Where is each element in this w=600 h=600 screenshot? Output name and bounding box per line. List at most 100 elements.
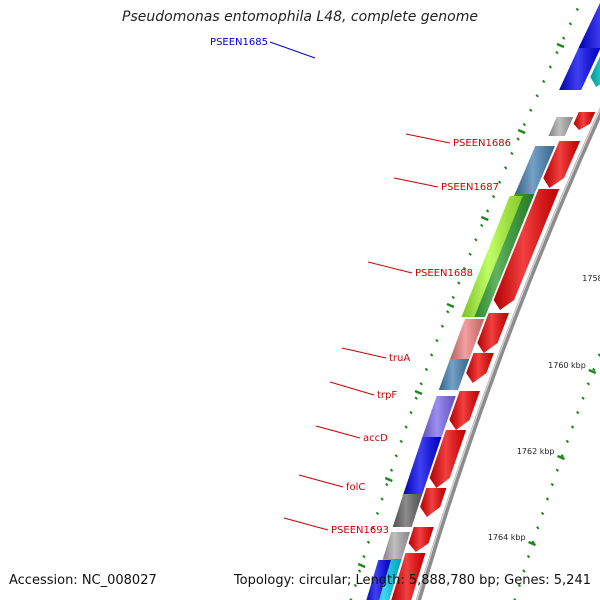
gene-block-shading xyxy=(590,56,600,87)
minor-tick xyxy=(375,511,380,516)
major-tick xyxy=(517,128,526,135)
minor-tick xyxy=(545,497,550,501)
minor-tick xyxy=(510,151,514,156)
minor-tick xyxy=(424,367,429,372)
gene-label-accd: accD xyxy=(363,433,388,444)
gene-label-pseen1688: PSEEN1688 xyxy=(415,268,473,279)
minor-tick xyxy=(516,137,520,141)
gene-label-pseen1686: PSEEN1686 xyxy=(453,138,511,149)
minor-tick xyxy=(446,310,450,314)
minor-tick xyxy=(409,410,413,415)
gene-track xyxy=(366,2,600,600)
minor-tick xyxy=(497,180,502,184)
minor-tick xyxy=(535,94,539,98)
leader-line xyxy=(298,474,344,488)
minor-tick xyxy=(560,454,564,458)
minor-tick xyxy=(540,511,545,516)
gene-label-trpf: trpF xyxy=(377,390,397,401)
minor-tick xyxy=(529,108,533,112)
minor-tick xyxy=(371,526,375,530)
minor-tick xyxy=(435,338,439,343)
minor-tick xyxy=(568,22,573,26)
minor-tick xyxy=(385,482,389,487)
leader-line xyxy=(315,425,361,439)
gene-block-shading xyxy=(429,430,467,488)
gene-block-shading xyxy=(381,532,411,562)
minor-tick xyxy=(555,468,559,472)
major-tick xyxy=(357,562,366,569)
minor-tick xyxy=(451,295,455,300)
leader-line xyxy=(283,517,329,531)
minor-tick xyxy=(353,583,358,588)
minor-tick xyxy=(362,554,366,559)
gene-block-shading xyxy=(543,141,581,188)
minor-tick xyxy=(575,7,580,12)
minor-tick xyxy=(526,554,531,559)
minor-tick xyxy=(491,194,496,199)
leader-line xyxy=(393,177,439,188)
minor-tick xyxy=(394,454,399,458)
gene-label-trua: truA xyxy=(389,353,410,364)
page-title: Pseudomonas entomophila L48, complete ge… xyxy=(122,9,478,25)
minor-tick xyxy=(380,497,384,501)
minor-tick xyxy=(550,482,555,487)
gene-label-pseen1687: PSEEN1687 xyxy=(441,182,499,193)
gene-block-shading xyxy=(449,391,480,430)
leader-line xyxy=(329,381,375,396)
minor-tick xyxy=(581,396,585,400)
gene-block-shading xyxy=(391,553,426,600)
gene-block-shading xyxy=(578,2,600,48)
accession-text: Accession: NC_008027 xyxy=(9,573,157,588)
ruler-label: 1764 kbp xyxy=(488,533,526,542)
minor-tick xyxy=(457,281,461,285)
minor-tick xyxy=(565,439,570,444)
genome-backbone-line xyxy=(415,107,600,600)
gene-block-shading xyxy=(477,313,510,353)
minor-tick xyxy=(480,223,484,228)
minor-tick xyxy=(570,425,575,429)
minor-tick xyxy=(522,122,527,127)
minor-tick xyxy=(548,65,553,69)
minor-tick xyxy=(503,166,508,170)
gene-block-shading xyxy=(366,560,391,600)
minor-tick xyxy=(586,382,591,386)
gene-block-shading xyxy=(449,319,485,360)
minor-tick xyxy=(561,36,566,40)
minor-tick xyxy=(404,425,408,429)
gene-block-shading xyxy=(559,48,600,90)
leader-line xyxy=(405,133,451,144)
minor-tick xyxy=(357,569,362,573)
gene-block-shading xyxy=(466,353,494,383)
minor-tick xyxy=(462,266,467,271)
gene-label-folc: folC xyxy=(346,482,365,493)
major-tick xyxy=(446,302,455,309)
ruler-label: 1762 kbp xyxy=(517,447,555,456)
gene-block-shading xyxy=(548,117,574,136)
gene-block-shading xyxy=(438,359,470,390)
minor-tick xyxy=(531,540,535,544)
major-tick xyxy=(557,454,565,461)
minor-tick xyxy=(517,583,522,588)
gene-block-shading xyxy=(461,196,523,317)
minor-tick xyxy=(474,238,478,242)
genome-backbone-highlight xyxy=(416,108,600,600)
gene-block-shading xyxy=(493,189,560,310)
minor-tick xyxy=(555,50,559,55)
genome-backbone xyxy=(415,107,600,600)
minor-tick xyxy=(419,382,423,386)
gene-block-shading xyxy=(514,146,555,195)
label-leaders xyxy=(269,41,451,531)
gene-label-pseen1693: PSEEN1693 xyxy=(331,525,389,536)
minor-tick xyxy=(429,353,434,357)
major-tick xyxy=(528,540,537,547)
ruler-label: 1760 kbp xyxy=(548,361,586,370)
minor-tick xyxy=(440,324,445,328)
minor-tick xyxy=(542,79,546,84)
major-tick xyxy=(384,476,393,483)
minor-tick xyxy=(366,540,371,544)
minor-tick xyxy=(576,410,580,415)
major-tick xyxy=(588,368,597,375)
gene-block-shading xyxy=(421,396,456,440)
major-tick xyxy=(556,42,565,49)
